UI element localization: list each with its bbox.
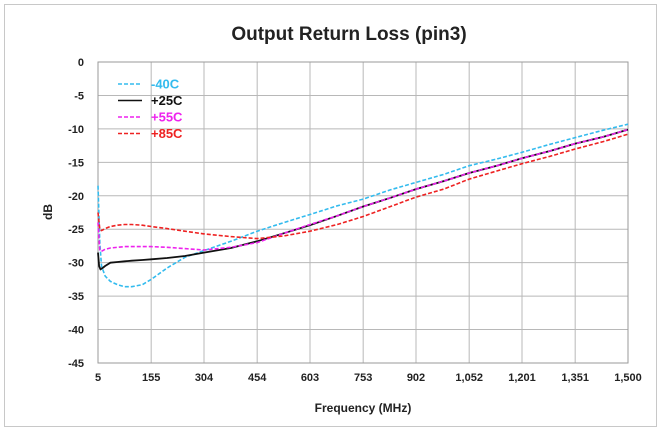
legend-label-0: -40C: [151, 77, 180, 92]
x-tick-label: 1,351: [561, 372, 589, 384]
series-lines: [97, 123, 629, 288]
x-tick-label: 1,052: [455, 372, 483, 384]
y-tick-label: -5: [74, 90, 84, 102]
x-tick-label: 304: [195, 372, 214, 384]
y-tick-label: -35: [68, 291, 84, 303]
x-axis-label: Frequency (MHz): [315, 401, 412, 415]
x-tick-label: 753: [354, 372, 372, 384]
x-tick-label: 603: [301, 372, 319, 384]
x-tick-label: 5: [95, 372, 101, 384]
y-tick-label: 0: [78, 57, 84, 69]
x-tick-label: 1,201: [508, 372, 536, 384]
y-tick-label: -40: [68, 325, 84, 337]
y-tick-label: -30: [68, 258, 84, 270]
x-tick-label: 155: [142, 372, 160, 384]
legend: -40C+25C +55C+85C: [118, 77, 183, 141]
x-tick-label: 454: [248, 372, 267, 384]
series-line-1: [97, 128, 629, 271]
y-tick-label: -10: [68, 124, 84, 136]
legend-label-1: +25C: [151, 93, 183, 108]
y-tick-label: -15: [68, 157, 84, 169]
y-tick-label: -25: [68, 224, 84, 236]
chart-title: Output Return Loss (pin3): [231, 24, 466, 45]
x-tick-label: 902: [407, 372, 425, 384]
x-tick-label: 1,500: [614, 372, 642, 384]
y-tick-label: -20: [68, 191, 84, 203]
y-tick-labels: 0 -5 -10 -15 -20 -25 -30 -35 -40 -45: [68, 57, 84, 370]
x-tick-labels: 5 155 304 454 603 753 902 1,052 1,201 1,351 1,500: [95, 372, 642, 384]
chart-frame: [4, 4, 657, 427]
legend-label-2: +55C: [151, 110, 183, 125]
y-axis-label: dB: [41, 204, 55, 220]
y-tick-label: -45: [68, 358, 84, 370]
series-line-3: [97, 133, 629, 240]
series-line-0: [97, 123, 629, 288]
legend-label-3: +85C: [151, 126, 183, 141]
series-line-2: [97, 128, 629, 253]
